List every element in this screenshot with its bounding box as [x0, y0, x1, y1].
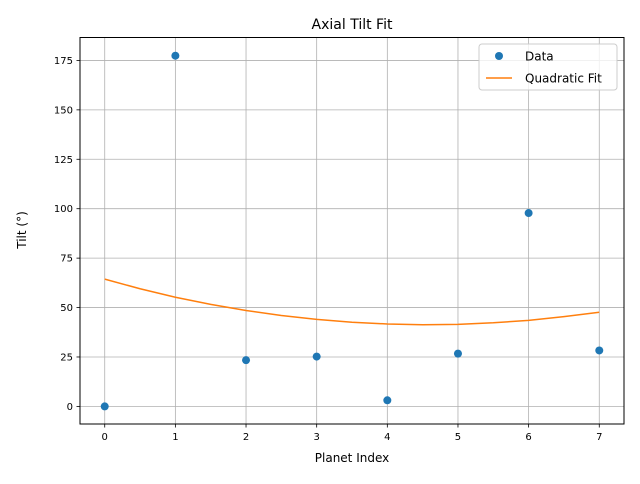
y-tick-label: 125 — [54, 155, 73, 166]
fit-line-layer — [104, 278, 600, 326]
quadratic-fit-line — [104, 278, 600, 326]
x-tick-label: 2 — [243, 432, 249, 443]
plot-frame — [79, 37, 625, 425]
legend-data-marker — [495, 52, 503, 60]
data-point — [312, 352, 321, 361]
legend-box — [478, 43, 618, 91]
x-tick-label: 3 — [313, 432, 319, 443]
y-axis-label: Tilt (°) — [15, 211, 29, 250]
x-tick-label: 4 — [384, 432, 390, 443]
data-point — [595, 346, 604, 355]
x-axis-label: Planet Index — [315, 451, 389, 465]
y-tick-label: 0 — [67, 402, 73, 413]
chart-title: Axial Tilt Fit — [312, 17, 393, 33]
data-point — [383, 396, 392, 405]
y-tick-label: 50 — [60, 303, 73, 314]
grid-lines — [80, 37, 624, 424]
x-tick-label: 0 — [102, 432, 108, 443]
y-tick-label: 100 — [54, 204, 73, 215]
x-tick-label: 6 — [525, 432, 531, 443]
legend-label-fit: Quadratic Fit — [525, 72, 602, 86]
data-point — [100, 402, 109, 411]
data-point — [171, 51, 180, 60]
data-point — [524, 209, 533, 218]
legend: Data Quadratic Fit — [478, 43, 618, 91]
data-points-layer — [100, 51, 604, 411]
y-tick-label: 25 — [60, 352, 73, 363]
y-tick-label: 175 — [54, 56, 73, 67]
x-tick-label: 7 — [596, 432, 602, 443]
data-point — [453, 349, 462, 358]
x-tick-label: 1 — [172, 432, 178, 443]
axis-ticks: 0 1 2 3 4 5 6 7 0 25 50 75 100 125 150 175 — [54, 56, 603, 443]
y-tick-label: 150 — [54, 105, 73, 116]
x-tick-label: 5 — [455, 432, 461, 443]
legend-label-data: Data — [525, 50, 554, 64]
y-tick-label: 75 — [60, 254, 73, 265]
data-point — [242, 356, 251, 365]
